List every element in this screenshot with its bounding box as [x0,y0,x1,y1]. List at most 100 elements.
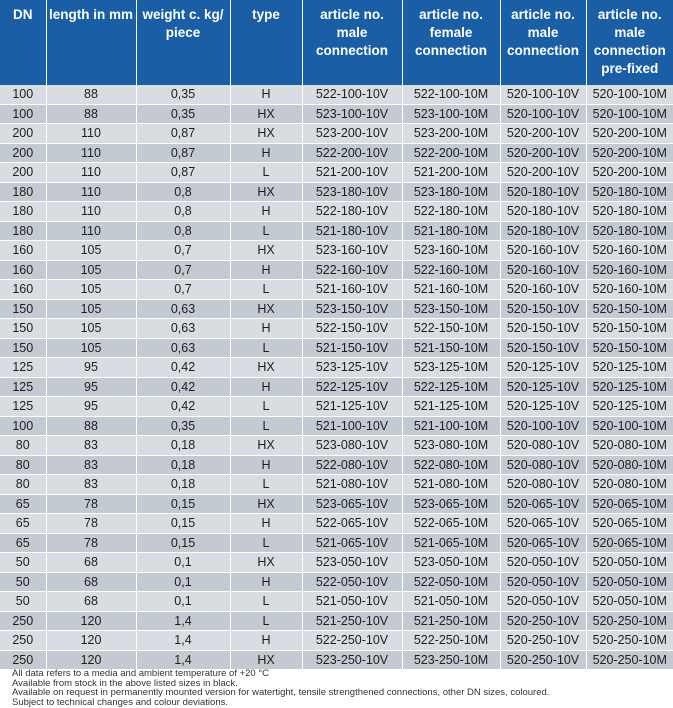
cell-female: 521-080-10M [402,474,501,495]
cell-male: 521-180-10V [302,221,403,241]
cell-female: 522-250-10M [402,630,501,651]
cell-pre-fixed: 520-200-10M [586,123,673,144]
cell-pre-fixed: 520-180-10M [586,182,673,202]
cell-length: 105 [46,279,137,300]
cell-male-2: 520-080-10V [500,435,587,456]
cell-dn: 200 [0,123,47,144]
table-row: 180 110 0,8 HX 523-180-10V 523-180-10M 520-180… [0,182,673,202]
cell-length: 105 [46,318,137,339]
cell-length: 120 [46,611,137,631]
cell-female: 523-200-10M [402,123,501,144]
cell-male-2: 520-200-10V [500,162,587,183]
table-row: 65 78 0,15 HX 523-065-10V 523-065-10M 520-065-… [0,494,673,514]
cell-female: 521-100-10M [402,416,501,436]
cell-pre-fixed: 520-080-10M [586,435,673,456]
table-row: 100 88 0,35 HX 523-100-10V 523-100-10M 520-100… [0,104,673,124]
table-row: 200 110 0,87 H 522-200-10V 522-200-10M 520-200… [0,143,673,163]
cell-weight: 0,8 [136,201,231,222]
cell-pre-fixed: 520-100-10M [586,416,673,436]
cell-type: L [230,416,303,436]
cell-dn: 50 [0,572,47,592]
cell-weight: 0,7 [136,279,231,300]
cell-length: 105 [46,338,137,358]
header-length: length in mm [46,0,137,85]
cell-length: 95 [46,377,137,397]
cell-type: H [230,377,303,397]
cell-male-2: 520-125-10V [500,377,587,397]
cell-type: L [230,396,303,417]
cell-type: H [230,513,303,534]
header-male-connection-2: article no. male connection [500,0,587,85]
cell-male: 521-125-10V [302,396,403,417]
cell-dn: 200 [0,143,47,163]
cell-male-2: 520-065-10V [500,533,587,553]
cell-length: 120 [46,630,137,651]
cell-male: 523-160-10V [302,240,403,261]
cell-length: 95 [46,396,137,417]
cell-pre-fixed: 520-150-10M [586,299,673,319]
cell-weight: 0,1 [136,552,231,573]
cell-dn: 180 [0,201,47,222]
cell-dn: 125 [0,357,47,378]
cell-length: 105 [46,299,137,319]
cell-female: 521-180-10M [402,221,501,241]
header-female-connection: article no. female connection [402,0,501,85]
cell-weight: 0,87 [136,143,231,163]
cell-pre-fixed: 520-125-10M [586,377,673,397]
cell-male: 522-180-10V [302,201,403,222]
cell-weight: 0,63 [136,338,231,358]
cell-pre-fixed: 520-065-10M [586,533,673,553]
header-dn: DN [0,0,47,85]
cell-female: 521-200-10M [402,162,501,183]
cell-male-2: 520-125-10V [500,357,587,378]
cell-length: 78 [46,494,137,514]
table-body: 100 88 0,35 H 522-100-10V 522-100-10M 520-100-… [0,85,673,670]
cell-female: 523-080-10M [402,435,501,456]
cell-male: 522-100-10V [302,85,403,105]
header-type: type [230,0,303,85]
cell-male: 521-160-10V [302,279,403,300]
cell-dn: 160 [0,240,47,261]
cell-weight: 0,7 [136,260,231,280]
cell-weight: 1,4 [136,650,231,670]
cell-pre-fixed: 520-065-10M [586,513,673,534]
cell-male: 521-100-10V [302,416,403,436]
cell-female: 522-100-10M [402,85,501,105]
cell-type: HX [230,357,303,378]
cell-male: 521-250-10V [302,611,403,631]
cell-male: 523-100-10V [302,104,403,124]
cell-length: 110 [46,221,137,241]
table-row: 160 105 0,7 L 521-160-10V 521-160-10M 520-160-… [0,279,673,300]
cell-male-2: 520-100-10V [500,85,587,105]
cell-weight: 0,42 [136,357,231,378]
cell-type: HX [230,650,303,670]
table-row: 50 68 0,1 H 522-050-10V 522-050-10M 520-050-10… [0,572,673,592]
cell-dn: 125 [0,377,47,397]
table-row: 80 83 0,18 L 521-080-10V 521-080-10M 520-080-1… [0,474,673,495]
cell-male: 522-080-10V [302,455,403,475]
cell-male-2: 520-065-10V [500,494,587,514]
cell-length: 83 [46,435,137,456]
cell-male: 523-080-10V [302,435,403,456]
cell-pre-fixed: 520-150-10M [586,338,673,358]
cell-dn: 150 [0,338,47,358]
cell-dn: 50 [0,552,47,573]
cell-male-2: 520-160-10V [500,240,587,261]
header-male-connection: article no. male connection [302,0,403,85]
cell-male-2: 520-180-10V [500,201,587,222]
cell-dn: 100 [0,85,47,105]
cell-length: 105 [46,240,137,261]
table-row: 80 83 0,18 H 522-080-10V 522-080-10M 520-080-1… [0,455,673,475]
cell-weight: 0,87 [136,162,231,183]
cell-male-2: 520-250-10V [500,611,587,631]
cell-female: 521-160-10M [402,279,501,300]
cell-male: 521-150-10V [302,338,403,358]
cell-dn: 100 [0,104,47,124]
cell-dn: 250 [0,630,47,651]
table-row: 200 110 0,87 L 521-200-10V 521-200-10M 520-200… [0,162,673,183]
cell-male: 523-200-10V [302,123,403,144]
cell-type: L [230,279,303,300]
cell-type: HX [230,182,303,202]
cell-weight: 0,35 [136,416,231,436]
cell-male-2: 520-160-10V [500,279,587,300]
